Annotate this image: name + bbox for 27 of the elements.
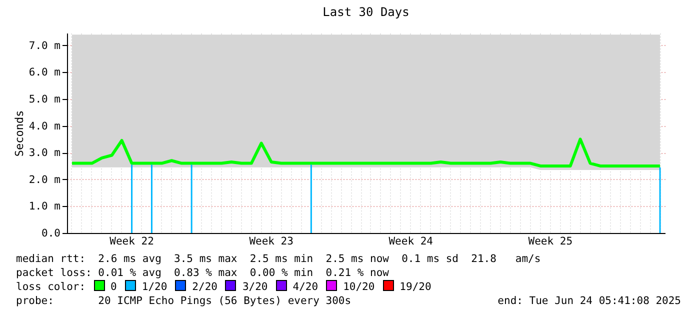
y-axis-title: Seconds	[12, 110, 26, 157]
y-tick-label: 5.0 m	[28, 93, 60, 106]
legend-label: 1/20	[142, 281, 168, 293]
legend-label: 3/20	[242, 281, 268, 293]
y-tick-label: 3.0 m	[28, 147, 60, 160]
text: median rtt: 2.6 ms avg 3.5 ms max 2.5 ms min 2.5 ms now 0.1 ms sd 21.8 am/s	[16, 253, 541, 265]
legend-label: 2/20	[192, 281, 218, 293]
text: end: Tue Jun 24 05:41:08 2025	[498, 294, 681, 308]
x-tick-label: Week 24	[388, 236, 433, 248]
legend-label: 19/20	[400, 281, 432, 293]
legend-label: 10/20	[343, 281, 375, 293]
y-tick-label: 2.0 m	[28, 174, 60, 186]
x-tick-label: Week 23	[249, 236, 294, 248]
x-tick-label: Week 22	[110, 236, 154, 248]
legend-label: 0	[110, 281, 117, 293]
y-tick-label: 1.0 m	[28, 200, 60, 213]
y-tick-label: 7.0 m	[28, 40, 60, 52]
y-tick-label: 4.0 m	[28, 120, 60, 132]
y-tick-label: 0.0	[42, 228, 60, 240]
y-tick-label: 6.0 m	[28, 66, 60, 79]
text: probe: 20 ICMP Echo Pings (56 Bytes) every 300s	[16, 295, 352, 307]
text: loss color:	[16, 281, 86, 293]
line-series	[70, 138, 662, 168]
legend-label: 4/20	[292, 281, 318, 293]
x-tick-label: Week 25	[528, 236, 573, 248]
text: packet loss: 0.01 % avg 0.83 % max 0.00 % min 0.21 % now	[16, 267, 389, 279]
chart-title: Last 30 Days	[322, 5, 410, 19]
